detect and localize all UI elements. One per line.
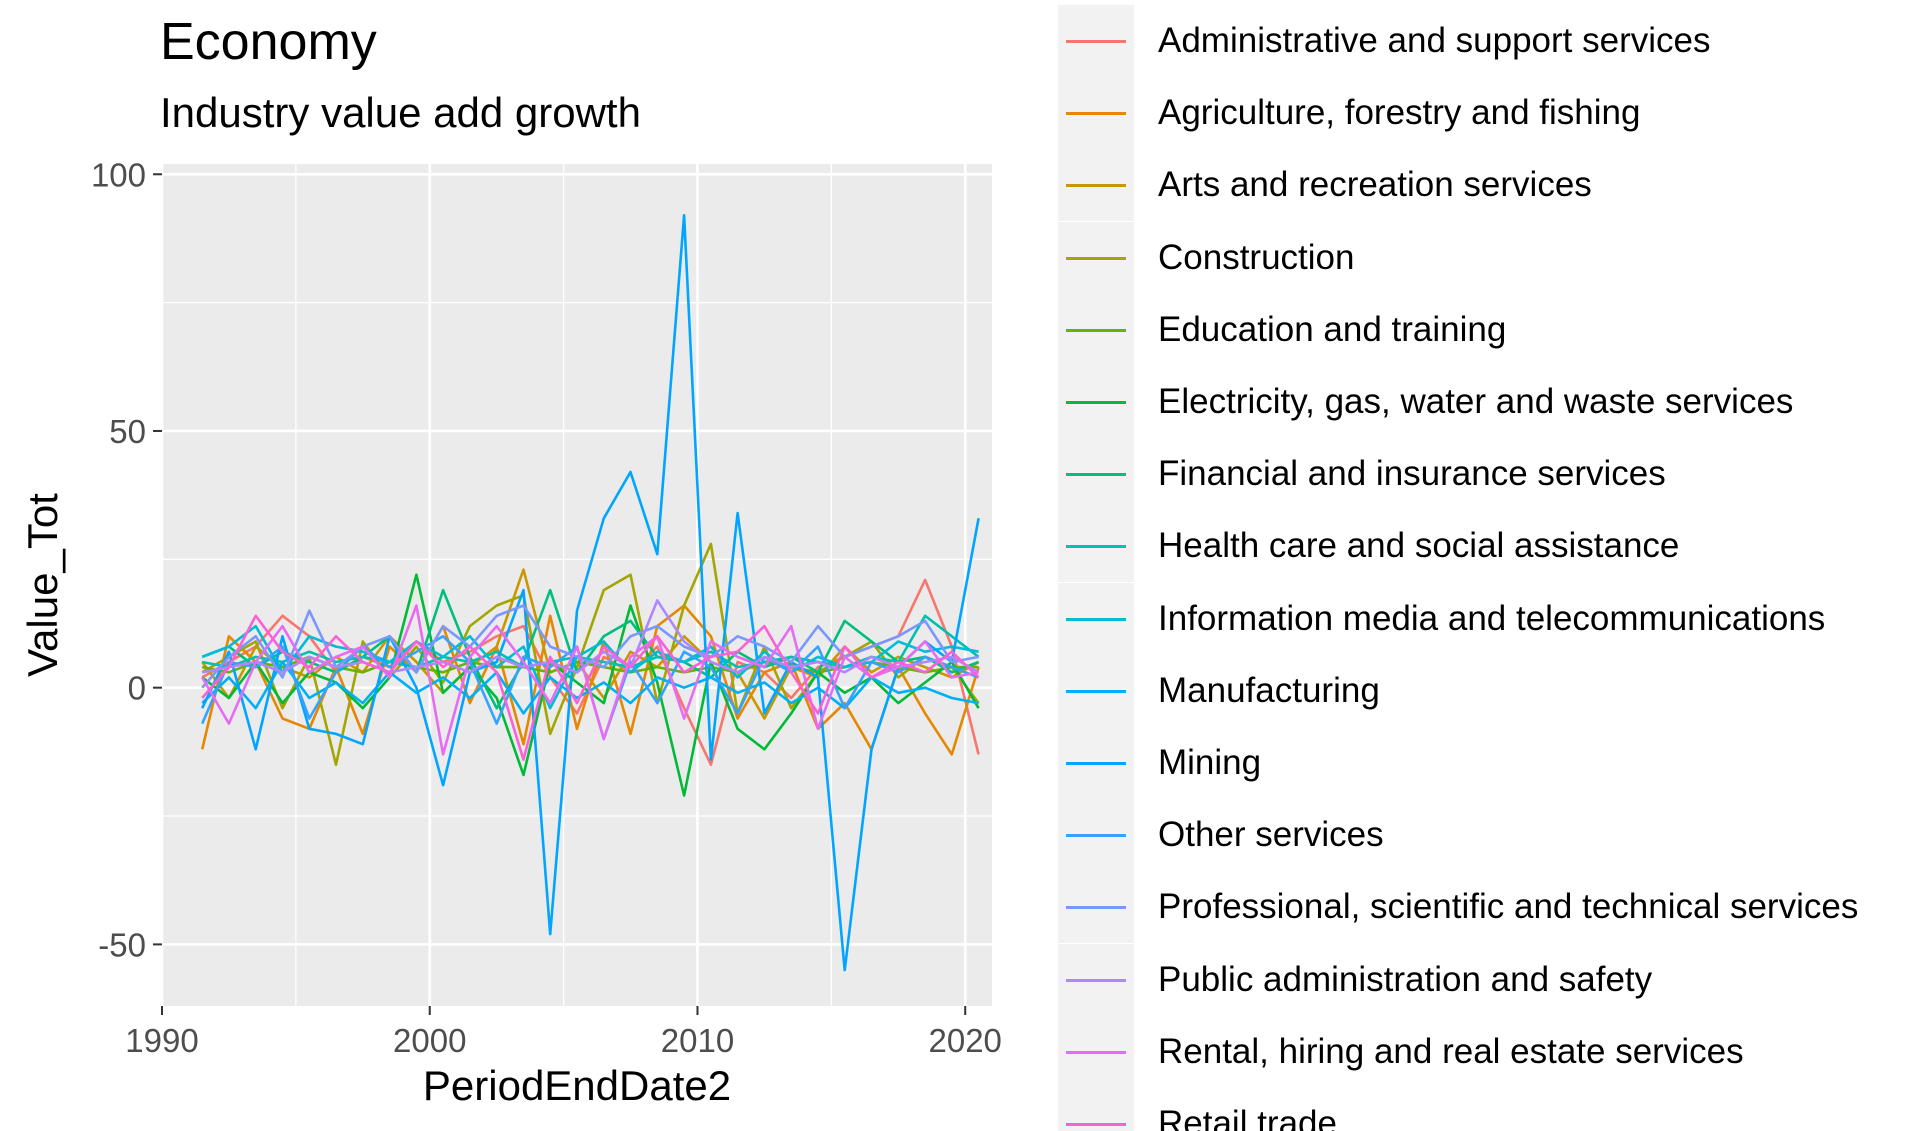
legend-label: Information media and telecommunications xyxy=(1158,598,1826,638)
legend-label: Mining xyxy=(1158,743,1262,782)
legend-item: Agriculture, forestry and fishing xyxy=(1058,77,1918,150)
series-line xyxy=(201,214,980,972)
x-tick-label: 2010 xyxy=(661,1022,734,1059)
legend-swatch xyxy=(1066,112,1126,116)
legend-key xyxy=(1058,5,1134,77)
legend-swatch xyxy=(1066,1050,1126,1054)
series-line xyxy=(201,599,980,674)
x-tick-label: 2020 xyxy=(929,1022,1002,1059)
legend-item: Financial and insurance services xyxy=(1058,438,1918,511)
legend-swatch xyxy=(1066,40,1126,43)
legend-key xyxy=(1058,943,1134,1016)
legend-item: Construction xyxy=(1058,221,1918,294)
series-lines xyxy=(200,214,980,972)
legend-label: Financial and insurance services xyxy=(1158,454,1666,494)
legend-label: Professional, scientific and technical s… xyxy=(1158,887,1859,927)
legend-swatch xyxy=(1066,762,1126,765)
legend-key xyxy=(1058,366,1134,438)
legend-item: Mining xyxy=(1058,727,1918,799)
legend-item: Arts and recreation services xyxy=(1058,149,1918,222)
major-gridlines xyxy=(160,164,992,1006)
legend-item: Information media and telecommunications xyxy=(1058,582,1918,655)
chart-subtitle: Industry value add growth xyxy=(160,89,641,136)
y-tick-label: 50 xyxy=(109,413,146,450)
legend-label: Agriculture, forestry and fishing xyxy=(1158,93,1641,133)
legend-label: Public administration and safety xyxy=(1158,959,1653,999)
plot-panel xyxy=(162,164,992,1006)
legend-item: Other services xyxy=(1058,799,1918,872)
legend-item: Health care and social assistance xyxy=(1058,510,1918,583)
legend-label: Rental, hiring and real estate services xyxy=(1158,1031,1744,1071)
legend-item: Public administration and safety xyxy=(1058,943,1918,1016)
x-tick-label: 1990 xyxy=(125,1022,198,1059)
legend-key xyxy=(1058,149,1134,222)
legend-swatch xyxy=(1066,689,1126,693)
legend-swatch xyxy=(1066,328,1126,332)
legend-label: Arts and recreation services xyxy=(1158,165,1592,205)
legend-key xyxy=(1058,799,1134,872)
legend-key xyxy=(1058,438,1134,511)
line-chart: 1990 2000 2010 2020 -50 0 50 100 PeriodE… xyxy=(19,156,1002,1109)
legend-item: Electricity, gas, water and waste servic… xyxy=(1058,366,1918,438)
y-axis-title: Value_Tot xyxy=(19,493,66,677)
legend-label: Electricity, gas, water and waste servic… xyxy=(1158,382,1794,421)
legend-label: Administrative and support services xyxy=(1158,21,1711,60)
legend-swatch xyxy=(1066,1123,1126,1126)
legend-label: Health care and social assistance xyxy=(1158,526,1680,566)
legend-item: Education and training xyxy=(1058,293,1918,366)
y-tick-label: -50 xyxy=(98,926,146,963)
legend-swatch xyxy=(1066,545,1126,549)
legend-label: Education and training xyxy=(1158,309,1507,349)
legend-item: Professional, scientific and technical s… xyxy=(1058,871,1918,944)
axes: 1990 2000 2010 2020 -50 0 50 100 xyxy=(91,156,1002,1059)
legend: Administrative and support services Agric… xyxy=(1058,0,1918,1131)
legend-swatch xyxy=(1066,184,1126,188)
legend-label: Construction xyxy=(1158,237,1355,277)
chart-title: Economy xyxy=(160,13,377,71)
legend-key xyxy=(1058,77,1134,150)
legend-key xyxy=(1058,582,1134,655)
legend-swatch xyxy=(1066,978,1126,982)
legend-key xyxy=(1058,654,1134,727)
y-tick-label: 0 xyxy=(128,670,146,707)
legend-swatch xyxy=(1066,906,1126,910)
legend-key xyxy=(1058,1015,1134,1088)
series-line xyxy=(201,588,980,710)
legend-key xyxy=(1058,871,1134,944)
legend-swatch xyxy=(1066,473,1126,477)
legend-item: Administrative and support services xyxy=(1058,5,1918,77)
legend-item: Manufacturing xyxy=(1058,654,1918,727)
legend-item: Retail trade xyxy=(1058,1088,1918,1131)
legend-key xyxy=(1058,293,1134,366)
legend-key xyxy=(1058,221,1134,294)
x-tick-label: 2000 xyxy=(393,1022,466,1059)
series-line xyxy=(200,604,980,756)
series-line xyxy=(201,624,979,710)
y-tick-label: 100 xyxy=(91,156,146,193)
legend-label: Manufacturing xyxy=(1158,670,1380,710)
series-line xyxy=(201,604,979,756)
series-line xyxy=(201,614,980,761)
x-axis-title: PeriodEndDate2 xyxy=(423,1062,731,1109)
legend-swatch xyxy=(1066,401,1126,404)
legend-swatch xyxy=(1066,256,1126,260)
minor-gridlines xyxy=(162,164,992,1006)
legend-item: Rental, hiring and real estate services xyxy=(1058,1015,1918,1088)
legend-swatch xyxy=(1066,617,1126,621)
legend-label: Retail trade xyxy=(1158,1104,1337,1131)
legend-swatch xyxy=(1066,834,1126,838)
legend-key xyxy=(1058,1088,1134,1131)
legend-key xyxy=(1058,727,1134,799)
legend-label: Other services xyxy=(1158,815,1384,855)
legend-key xyxy=(1058,510,1134,583)
